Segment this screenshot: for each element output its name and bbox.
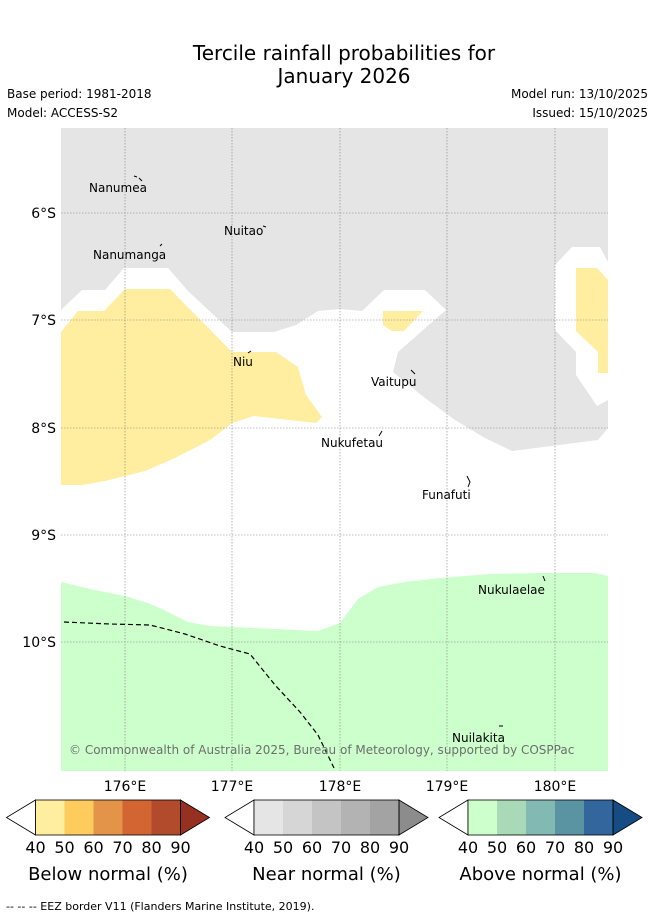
colorbar-below-tick-label: 50	[54, 838, 74, 857]
colorbar-above-tick-label: 60	[516, 838, 536, 857]
colorbar-above-max-extend	[612, 799, 643, 836]
colorbar-near-tick-label: 70	[331, 838, 351, 857]
colorbar-above-segment	[555, 800, 584, 835]
colorbar-near-tick-label: 90	[389, 838, 409, 857]
colorbar-near-label: Near normal (%)	[252, 864, 401, 885]
colorbar-below-segment	[64, 800, 94, 835]
above-normal-region	[61, 573, 608, 771]
map-canvas: Nanumea Nuitao Nanumanga Niu Vaitupu Nuk…	[5, 128, 643, 885]
title-line-1: Tercile rainfall probabilities for	[192, 41, 496, 65]
colorbar-above-outline	[467, 799, 614, 836]
model-name: Model: ACCESS-S2	[7, 106, 119, 120]
colorbar-near-segment	[341, 800, 370, 835]
colorbar-below-tick-label: 90	[170, 838, 190, 857]
island-funafuti	[466, 475, 471, 488]
colorbar-near-tick-label: 40	[244, 838, 264, 857]
colorbar-near: 40 50 60 70 80 90 Near normal (%)	[224, 799, 429, 885]
island-nanumanga	[159, 243, 163, 247]
colorbar-above-segment	[497, 800, 526, 835]
lat-label-8s: 8°S	[31, 421, 56, 437]
colorbar-near-tick-label: 60	[302, 838, 322, 857]
below-normal-region-west	[61, 289, 322, 485]
island-nuitao	[262, 225, 267, 228]
colorbar-above-label: Above normal (%)	[459, 864, 621, 885]
colorbar-above: 40 50 60 70 80 90 Above normal (%)	[438, 799, 643, 885]
island-nanumea	[133, 175, 143, 182]
place-label-nanumea: Nanumea	[89, 181, 147, 195]
lon-label-180e: 180°E	[534, 779, 577, 795]
place-label-vaitupu: Vaitupu	[371, 375, 417, 389]
colorbar-near-tick-label: 50	[273, 838, 293, 857]
place-label-nuitao: Nuitao	[224, 224, 263, 238]
near-normal-region	[61, 128, 608, 451]
island-niu	[247, 350, 252, 354]
lat-label-10s: 10°S	[22, 635, 56, 651]
colorbar-near-tick-label: 80	[360, 838, 380, 857]
lon-label-178e: 178°E	[319, 779, 362, 795]
colorbar-above-tick-label: 80	[574, 838, 594, 857]
place-label-niu: Niu	[233, 355, 253, 369]
colorbar-below: 40 50 60 70 80 90 Below normal (%)	[5, 799, 211, 885]
colorbar-near-segment	[370, 800, 399, 835]
colorbar-below-segment	[93, 800, 123, 835]
colorbar-below-tick-label: 40	[25, 838, 45, 857]
island-nukufetau	[378, 430, 383, 437]
colorbar-below-tick-label: 70	[112, 838, 132, 857]
colorbar-below-label: Below normal (%)	[28, 864, 188, 885]
model-run: Model run: 13/10/2025	[510, 87, 648, 101]
issued-date: Issued: 15/10/2025	[532, 106, 648, 120]
eez-border	[63, 621, 335, 769]
colorbar-below-tick-label: 80	[141, 838, 161, 857]
attribution-text: © Commonwealth of Australia 2025, Bureau…	[69, 743, 574, 757]
lat-label-9s: 9°S	[31, 528, 56, 544]
colorbar-near-outline	[253, 799, 400, 836]
island-vaitupu	[410, 369, 416, 375]
lat-label-6s: 6°S	[31, 206, 56, 222]
colorbar-below-min-extend	[5, 799, 36, 836]
colorbar-above-tick-label: 50	[487, 838, 507, 857]
colorbar-near-segment	[283, 800, 312, 835]
colorbar-below-segment	[122, 800, 152, 835]
base-period: Base period: 1981-2018	[7, 87, 152, 101]
colorbar-near-segment	[254, 800, 283, 835]
place-label-nuilakita: Nuilakita	[452, 731, 505, 745]
lon-label-177e: 177°E	[211, 779, 254, 795]
place-label-funafuti: Funafuti	[422, 488, 471, 502]
colorbar-above-segment	[584, 800, 613, 835]
colorbar-below-segment	[35, 800, 65, 835]
colorbar-near-min-extend	[224, 799, 255, 836]
colorbar-legends: 40 50 60 70 80 90 Below normal (%) 40 50 60 70 80 90…	[5, 799, 643, 885]
place-label-nukulaelae: Nukulaelae	[478, 583, 545, 597]
lon-label-179e: 179°E	[426, 779, 469, 795]
map-plot-area: Nanumea Nuitao Nanumanga Niu Vaitupu Nuk…	[61, 128, 608, 771]
place-label-nanumanga: Nanumanga	[93, 248, 166, 262]
title-line-2: January 2026	[277, 64, 411, 88]
colorbar-above-tick-label: 40	[458, 838, 478, 857]
colorbar-above-segment	[526, 800, 555, 835]
island-shapes	[133, 175, 546, 727]
colorbar-near-max-extend	[398, 799, 429, 836]
eez-legend-note: -- -- -- EEZ border V11 (Flanders Marine…	[6, 900, 315, 913]
colorbar-above-segment	[468, 800, 497, 835]
colorbar-below-segment	[151, 800, 181, 835]
lon-label-176e: 176°E	[104, 779, 147, 795]
graticule	[61, 128, 608, 771]
colorbar-below-outline	[35, 799, 181, 836]
colorbar-above-tick-label: 90	[603, 838, 623, 857]
place-label-nukufetau: Nukufetau	[321, 436, 383, 450]
colorbar-below-tick-label: 60	[83, 838, 103, 857]
island-nukulaelae	[542, 575, 546, 582]
chart-title: Tercile rainfall probabilities for Janua…	[0, 42, 655, 88]
below-normal-region-east	[576, 268, 608, 373]
colorbar-above-tick-label: 70	[545, 838, 565, 857]
below-normal-region-central	[383, 311, 423, 331]
colorbar-above-min-extend	[438, 799, 469, 836]
colorbar-below-max-extend	[180, 799, 211, 836]
lat-label-7s: 7°S	[31, 313, 56, 329]
colorbar-near-segment	[312, 800, 341, 835]
